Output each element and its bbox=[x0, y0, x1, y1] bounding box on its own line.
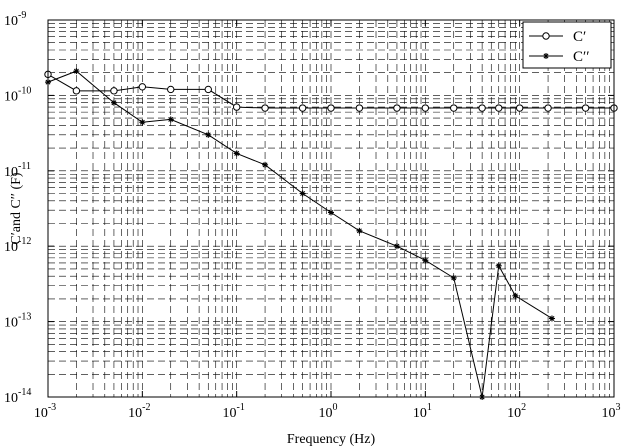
x-tick-label: 102 bbox=[507, 402, 526, 421]
data-point bbox=[73, 68, 80, 75]
series-2 bbox=[45, 68, 555, 400]
series-1 bbox=[44, 70, 618, 112]
axes: 10-3 10-2 10-1 100 101 102 10310-1410-1310-121… bbox=[4, 10, 621, 421]
data-point bbox=[110, 99, 117, 106]
y-tick-label: 10-10 bbox=[4, 85, 31, 104]
data-point bbox=[421, 104, 430, 112]
data-point bbox=[544, 104, 552, 112]
data-point bbox=[581, 104, 590, 112]
data-point bbox=[204, 85, 212, 94]
x-tick-label: 103 bbox=[602, 402, 621, 421]
data-point bbox=[355, 104, 364, 112]
data-point bbox=[450, 104, 458, 112]
x-tick-label: 10-3 bbox=[34, 402, 56, 421]
legend-item: C′ bbox=[529, 29, 586, 45]
data-point bbox=[512, 292, 519, 299]
data-point bbox=[139, 119, 146, 126]
y-axis-label: C′and C′′ (F) bbox=[9, 172, 24, 245]
data-point bbox=[167, 116, 174, 123]
legend-box bbox=[522, 21, 612, 69]
x-axis-label: Frequency (Hz) bbox=[287, 432, 376, 447]
legend-label: C′′ bbox=[573, 49, 590, 65]
data-point bbox=[495, 104, 503, 112]
data-point bbox=[478, 104, 486, 112]
data-point bbox=[299, 190, 306, 197]
data-point bbox=[167, 85, 175, 94]
data-point bbox=[72, 87, 81, 95]
data-point bbox=[393, 104, 401, 112]
legend: C′ C′′ bbox=[522, 21, 612, 69]
data-point bbox=[393, 243, 400, 250]
data-point bbox=[515, 104, 524, 112]
data-point bbox=[110, 87, 118, 95]
legend-marker bbox=[542, 32, 550, 40]
data-point bbox=[205, 131, 212, 138]
data-point bbox=[548, 315, 555, 322]
data-point bbox=[262, 161, 269, 168]
data-point bbox=[495, 262, 502, 269]
data-point bbox=[233, 150, 240, 157]
data-point bbox=[422, 257, 429, 264]
data-point bbox=[356, 227, 363, 234]
data-point bbox=[327, 104, 335, 112]
data-point bbox=[298, 104, 307, 112]
grid bbox=[48, 20, 614, 397]
series-line bbox=[47, 70, 553, 398]
y-tick-label: 10-13 bbox=[4, 312, 31, 331]
data-point bbox=[232, 103, 241, 111]
legend-marker bbox=[543, 53, 549, 59]
y-tick-label: 10-14 bbox=[4, 387, 31, 406]
legend-item: C′′ bbox=[529, 49, 590, 65]
legend-label: C′ bbox=[573, 29, 586, 45]
x-tick-label: 10-2 bbox=[128, 402, 150, 421]
x-tick-label: 101 bbox=[413, 402, 432, 421]
series-layer bbox=[44, 68, 618, 400]
data-point bbox=[450, 274, 457, 281]
y-tick-label: 10-9 bbox=[4, 10, 26, 29]
data-point bbox=[138, 83, 147, 91]
data-point bbox=[328, 209, 334, 216]
x-tick-label: 100 bbox=[319, 402, 338, 421]
x-tick-label: 10-1 bbox=[222, 402, 244, 421]
data-point bbox=[261, 104, 269, 112]
